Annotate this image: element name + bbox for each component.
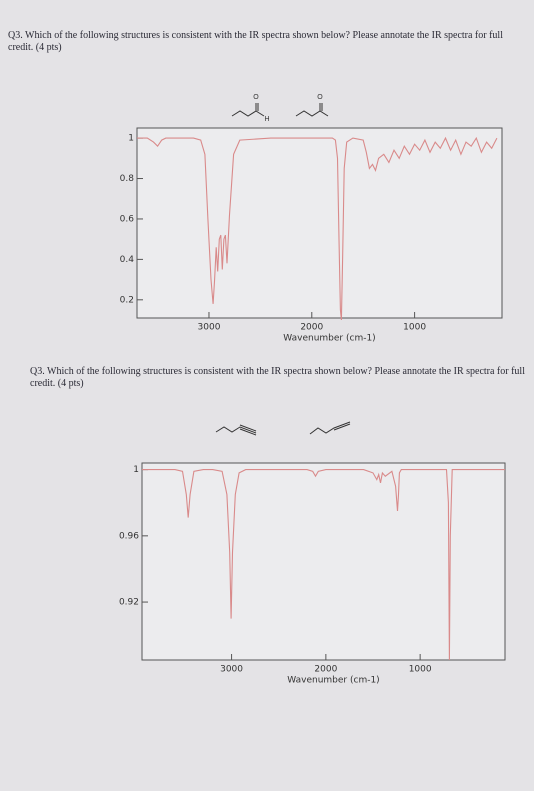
y-tick-label: 0.8 — [120, 174, 135, 184]
y-tick-label: 0.2 — [120, 295, 134, 305]
y-tick-label: 0.92 — [119, 598, 139, 608]
y-tick-label: 0.6 — [120, 214, 135, 224]
atom-label: H — [264, 116, 269, 123]
y-tick-label: 1 — [133, 465, 139, 475]
molecule — [255, 110, 265, 117]
question-text: Q3. Which of the following structures is… — [8, 30, 503, 53]
molecule — [309, 421, 351, 435]
spectrum-line — [142, 469, 505, 661]
plot-frame — [141, 462, 506, 661]
x-axis-label: Wavenumber (cm-1) — [283, 334, 375, 344]
y-tick-label: 0.4 — [120, 255, 135, 265]
molecule — [231, 103, 257, 117]
molecule — [215, 426, 257, 434]
y-tick-label: 0.96 — [119, 531, 139, 541]
x-tick-label: 1000 — [403, 323, 426, 333]
x-tick-label: 3000 — [198, 323, 221, 333]
x-tick-label: 2000 — [314, 665, 337, 675]
x-tick-label: 2000 — [300, 323, 323, 333]
molecule — [239, 428, 257, 436]
question-text: Q3. Which of the following structures is… — [30, 366, 525, 389]
atom-label: O — [317, 94, 323, 101]
x-axis-label: Wavenumber (cm-1) — [287, 676, 379, 686]
molecule — [333, 423, 351, 431]
plot-frame — [136, 127, 503, 319]
x-tick-label: 1000 — [409, 665, 432, 675]
spectrum-line — [137, 136, 498, 321]
atom-label: O — [253, 94, 259, 101]
y-tick-label: 1 — [128, 134, 134, 144]
molecule — [295, 110, 329, 117]
molecule — [239, 424, 257, 432]
x-tick-label: 3000 — [220, 665, 243, 675]
